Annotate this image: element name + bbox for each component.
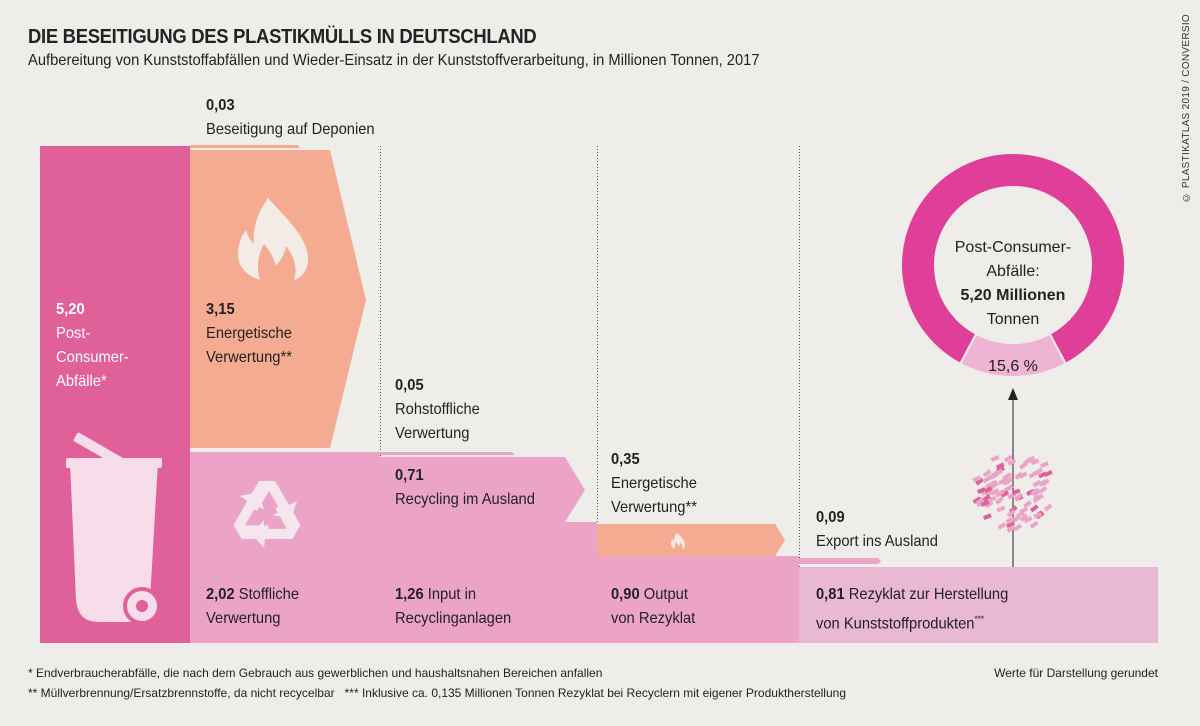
particle [982,513,992,521]
particle [1030,487,1040,496]
particle [996,505,1006,513]
particle [1040,478,1050,487]
particle [1030,458,1040,466]
particle [1006,525,1016,533]
rohstofflich-flow [380,452,515,455]
donut-chart [900,152,1126,378]
ausland-flow [380,457,585,522]
particle [1014,471,1024,480]
particle [975,497,985,506]
particle [972,475,982,483]
particle [1014,492,1024,501]
particle [1023,500,1032,509]
post-consumer-label: 5,20 Post- Consumer- Abfälle* [56,301,129,390]
arrow-head-icon [1008,388,1018,400]
ausland-label: 0,71 Recycling im Ausland [395,467,535,508]
stofflich-label: 2,02 Stoffliche Verwertung [206,586,300,627]
donut-share-label: 15,6 % [988,358,1038,375]
particle [1013,523,1023,532]
output-block [597,556,799,643]
recycle-icon [233,481,301,548]
input-label: 1,26 Input in Recyclinganlagen [395,586,512,627]
particle [1019,513,1029,522]
particle [990,455,1000,462]
footnote-1: * Endverbraucherabfälle, die nach dem Ge… [28,666,603,680]
particle [1033,512,1043,519]
stofflich-block [190,452,380,643]
particle [1032,488,1042,497]
particle [987,495,997,503]
rounding-note: Werte für Darstellung gerundet [994,666,1158,680]
energetic-2-label: 0,35 Energetische Verwertung** [611,451,697,516]
particle [977,487,986,494]
particle [993,468,1003,476]
page-subtitle: Aufbereitung von Kunststoffabfällen und … [28,52,760,69]
rohstofflich-label: 0,05 Rohstoffliche Verwertung [395,377,480,442]
particle [1029,504,1039,513]
particle [1032,479,1042,488]
particle [981,494,991,503]
particle [1011,488,1021,496]
footnote-2: ** Müllverbrennung/Ersatzbrennstoffe, da… [28,686,846,700]
particle [995,489,1005,498]
particle [983,486,993,494]
particle [1040,461,1049,468]
output-label: 0,90 Output von Rezyklat [611,586,696,627]
energetic-1-label: 3,15 Energetische Verwertung** [206,301,292,366]
particle [1029,520,1039,529]
trash-bin-icon [66,432,162,625]
input-block [380,522,597,643]
particle [1033,494,1042,501]
particle [1018,471,1028,480]
particle [982,469,992,478]
particle [1006,521,1015,529]
particle [980,500,990,507]
particle [984,482,994,489]
rezyklat-label: 0,81 Rezyklat zur Herstellung von Kunstst… [816,586,1009,633]
particle [1007,458,1017,466]
particle [972,496,982,504]
particle [995,496,1004,505]
particle [1043,503,1053,512]
particle [1003,454,1013,463]
particle [982,475,992,484]
flame-icon [238,198,309,280]
particle [1028,470,1038,479]
particle [1022,457,1032,466]
particle-cluster [972,454,1053,533]
donut-center-label: Post-Consumer- Abfälle: 5,20 Millionen T… [954,239,1072,328]
particle [1019,506,1029,514]
donut-segment-share [958,332,1068,378]
flame-icon-small [671,532,686,549]
particle [1011,514,1021,523]
particle [998,477,1007,485]
particle [975,477,984,486]
particle [1000,490,1010,498]
energetic-flow-1 [190,150,366,448]
particle [1001,486,1011,495]
export-flow [799,558,881,564]
page-title: DIE BESEITIGUNG DES PLASTIKMÜLLS IN DEUT… [28,26,537,48]
particle [995,462,1005,470]
particle [1023,516,1033,524]
particle [1038,471,1048,479]
particle [984,500,994,509]
deponien-label: 0,03 Beseitigung auf Deponien [206,97,375,138]
particle [990,488,1000,496]
particle [1005,516,1015,524]
particle [997,522,1007,530]
donut-segment-rest [900,152,1126,366]
deponien-flow [190,145,300,148]
export-label: 0,09 Export ins Ausland [816,509,938,550]
rezyklat-block [799,567,1158,643]
particle [990,481,999,490]
particle [1006,509,1016,518]
energetic-flow-2 [597,524,785,556]
